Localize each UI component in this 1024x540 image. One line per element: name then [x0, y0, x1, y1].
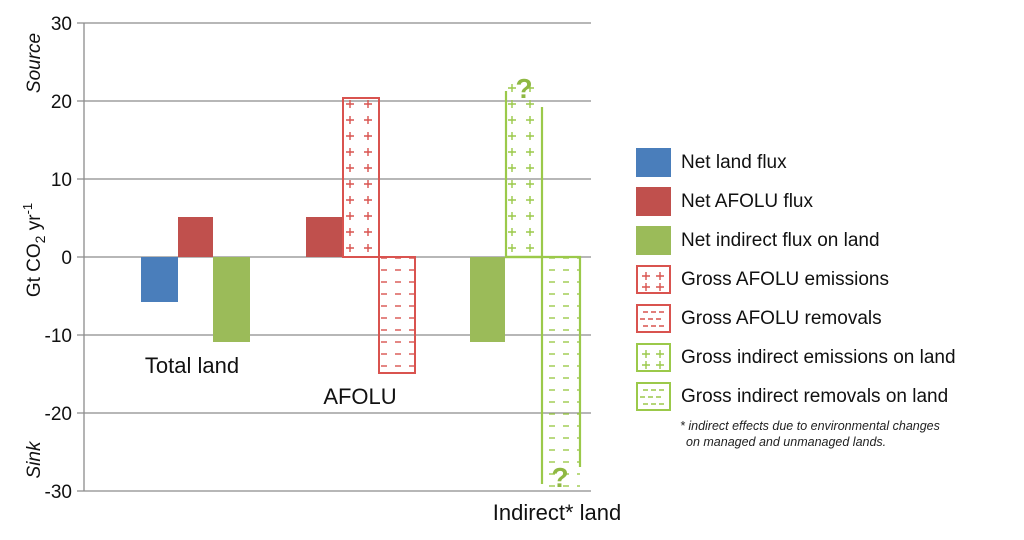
gross-indirect-removals-outline — [505, 255, 582, 484]
legend-label: Gross indirect removals on land — [681, 385, 949, 407]
bar-net-indirect-flux — [470, 257, 505, 342]
legend-label: Gross AFOLU emissions — [681, 268, 889, 290]
legend-swatch-solid-green — [636, 226, 671, 255]
sink-label: Sink — [24, 440, 45, 478]
legend-swatch-dash-green — [636, 382, 671, 411]
legend-swatch-dash-red — [636, 304, 671, 333]
legend: Net land flux Net AFOLU flux Net indirec… — [636, 143, 956, 416]
legend-item-gross-indirect-emissions: Gross indirect emissions on land — [636, 338, 956, 377]
legend-swatch-plus-green — [636, 343, 671, 372]
legend-swatch-plus-red — [636, 265, 671, 294]
source-label: Source — [24, 33, 45, 93]
y-tick: -10 — [45, 326, 72, 347]
category-label-afolu: AFOLU — [323, 384, 396, 409]
bar-gross-afolu-removals — [378, 256, 416, 374]
bar-gross-indirect-emissions — [506, 80, 542, 257]
bar-gross-indirect-removals — [542, 257, 580, 492]
footnote: * indirect effects due to environmental … — [680, 418, 940, 450]
bar-net-indirect-flux — [213, 257, 250, 342]
footnote-line-1: * indirect effects due to environmental … — [680, 419, 940, 433]
group-afolu — [306, 97, 416, 374]
footnote-line-2: on managed and unmanaged lands. — [686, 435, 887, 449]
legend-item-gross-indirect-removals: Gross indirect removals on land — [636, 377, 956, 416]
y-tick-labels: 30 20 10 0 -10 -20 -30 — [45, 14, 72, 503]
legend-label: Net AFOLU flux — [681, 190, 813, 212]
bar-net-afolu-flux — [306, 217, 342, 257]
y-tick: -30 — [45, 482, 72, 503]
legend-label: Net indirect flux on land — [681, 229, 880, 251]
y-tick: 0 — [61, 248, 72, 269]
legend-label: Gross AFOLU removals — [681, 307, 882, 329]
category-label-total-land: Total land — [145, 353, 239, 378]
legend-item-gross-afolu-emissions: Gross AFOLU emissions — [636, 260, 956, 299]
y-tick: 10 — [51, 170, 72, 191]
legend-label: Net land flux — [681, 151, 787, 173]
y-tick: -20 — [45, 404, 72, 425]
legend-item-net-afolu-flux: Net AFOLU flux — [636, 182, 956, 221]
uncertainty-marker-bottom: ? — [551, 462, 568, 493]
y-tick: 30 — [51, 14, 72, 35]
y-axis-title: Gt CO2 yr-1 — [20, 203, 48, 297]
bar-net-afolu-flux — [178, 217, 213, 257]
legend-swatch-solid-red — [636, 187, 671, 216]
legend-label: Gross indirect emissions on land — [681, 346, 956, 368]
bar-net-land-flux — [141, 257, 178, 302]
category-label-indirect-land: Indirect* land — [493, 500, 621, 525]
legend-item-gross-afolu-removals: Gross AFOLU removals — [636, 299, 956, 338]
group-indirect-land: ? ? — [470, 73, 582, 493]
uncertainty-marker-top: ? — [515, 73, 532, 104]
legend-item-net-land-flux: Net land flux — [636, 143, 956, 182]
legend-swatch-solid-blue — [636, 148, 671, 177]
bar-gross-afolu-emissions — [342, 97, 380, 258]
y-tick: 20 — [51, 92, 72, 113]
group-total-land — [141, 217, 250, 342]
legend-item-net-indirect-flux: Net indirect flux on land — [636, 221, 956, 260]
